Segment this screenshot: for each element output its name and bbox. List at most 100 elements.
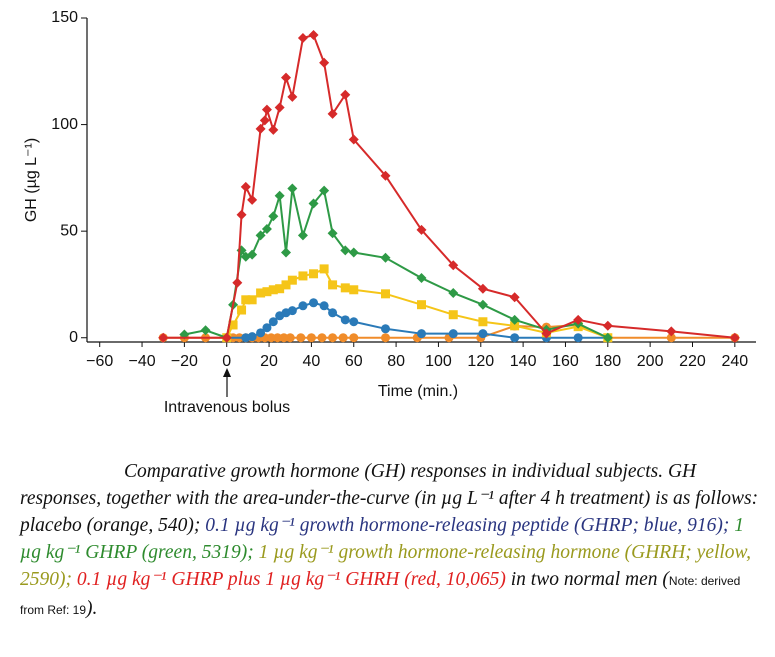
marker [328, 280, 338, 290]
marker [666, 333, 676, 343]
marker [247, 194, 258, 205]
marker [274, 102, 285, 113]
marker [340, 315, 350, 325]
marker [416, 224, 427, 235]
marker [287, 91, 298, 102]
marker [319, 57, 330, 68]
marker [275, 284, 285, 294]
marker [268, 317, 278, 327]
marker [338, 333, 348, 343]
marker [158, 332, 169, 343]
marker [241, 295, 251, 305]
caption: Comparative growth hormone (GH) response… [20, 458, 760, 624]
marker [478, 329, 488, 339]
y-axis-label: GH (µg L⁻¹) [23, 138, 40, 222]
marker [279, 333, 289, 343]
marker [306, 333, 316, 343]
marker [256, 328, 266, 338]
y-tick-label: 50 [60, 222, 78, 239]
marker [573, 333, 583, 343]
x-tick-label: 120 [467, 353, 494, 370]
marker [200, 325, 211, 336]
x-tick-label: 220 [679, 353, 706, 370]
x-tick-label: −20 [171, 353, 198, 370]
y-tick-label: 100 [51, 116, 78, 133]
marker [232, 277, 243, 288]
marker [319, 264, 329, 274]
marker [340, 89, 351, 100]
marker [309, 298, 319, 308]
x-tick-label: 0 [222, 353, 231, 370]
marker [509, 314, 520, 325]
marker [287, 306, 297, 316]
marker [228, 320, 238, 330]
marker [349, 317, 359, 327]
marker [247, 295, 257, 305]
marker [247, 249, 258, 260]
marker [259, 115, 270, 126]
marker [308, 30, 319, 41]
marker [380, 170, 391, 181]
marker [308, 198, 319, 209]
marker [261, 104, 272, 115]
marker [274, 190, 285, 201]
marker [602, 332, 613, 343]
marker [328, 308, 338, 318]
x-tick-label: 200 [637, 353, 664, 370]
marker [262, 287, 272, 297]
marker [348, 134, 359, 145]
marker [256, 288, 266, 298]
marker [510, 333, 520, 343]
x-tick-label: 240 [721, 353, 748, 370]
x-tick-label: 180 [594, 353, 621, 370]
chart: GH (µg L⁻¹) Time (min.) Intravenous bolu… [23, 9, 756, 416]
marker [381, 324, 391, 334]
marker [448, 310, 458, 320]
caption-text: Comparative growth hormone (GH) response… [20, 461, 759, 536]
marker [348, 247, 359, 258]
marker [261, 224, 272, 235]
x-tick-label: 40 [303, 353, 321, 370]
x-tick-label: 160 [552, 353, 579, 370]
marker [381, 333, 391, 343]
x-tick-label: −60 [86, 353, 113, 370]
marker [340, 245, 351, 256]
marker [602, 320, 613, 331]
marker [666, 326, 677, 337]
y-tick-label: 150 [51, 9, 78, 26]
marker [240, 181, 251, 192]
marker [477, 299, 488, 310]
marker [380, 252, 391, 263]
caption-text: 1 µg kg⁻¹ growth hormone-releasing hormo… [20, 542, 751, 590]
marker [296, 333, 306, 343]
marker [317, 333, 327, 343]
marker [237, 305, 247, 315]
x-tick-label: 20 [260, 353, 278, 370]
marker [509, 292, 520, 303]
marker [417, 300, 426, 310]
marker [281, 72, 292, 83]
caption-text: ). [86, 598, 98, 619]
x-tick-label: 80 [387, 353, 405, 370]
marker [285, 333, 295, 343]
marker [297, 33, 308, 44]
marker [729, 332, 740, 343]
marker [328, 333, 338, 343]
marker [266, 333, 276, 343]
marker [298, 301, 308, 311]
marker [319, 301, 329, 311]
y-tick-label: 0 [69, 329, 78, 346]
marker [255, 230, 266, 241]
marker [298, 271, 308, 281]
marker [262, 323, 272, 333]
caption-text: 0.1 µg kg⁻¹ GHRP plus 1 µg kg⁻¹ GHRH (re… [76, 569, 506, 590]
marker [416, 273, 427, 284]
marker [287, 275, 297, 285]
marker [268, 285, 278, 295]
marker [268, 211, 279, 222]
marker [255, 123, 266, 134]
caption-text: 0.1 µg kg⁻¹ growth hormone-releasing pep… [205, 515, 735, 536]
marker [448, 287, 459, 298]
marker [381, 289, 391, 299]
caption-text: in two normal men ( [505, 569, 669, 590]
